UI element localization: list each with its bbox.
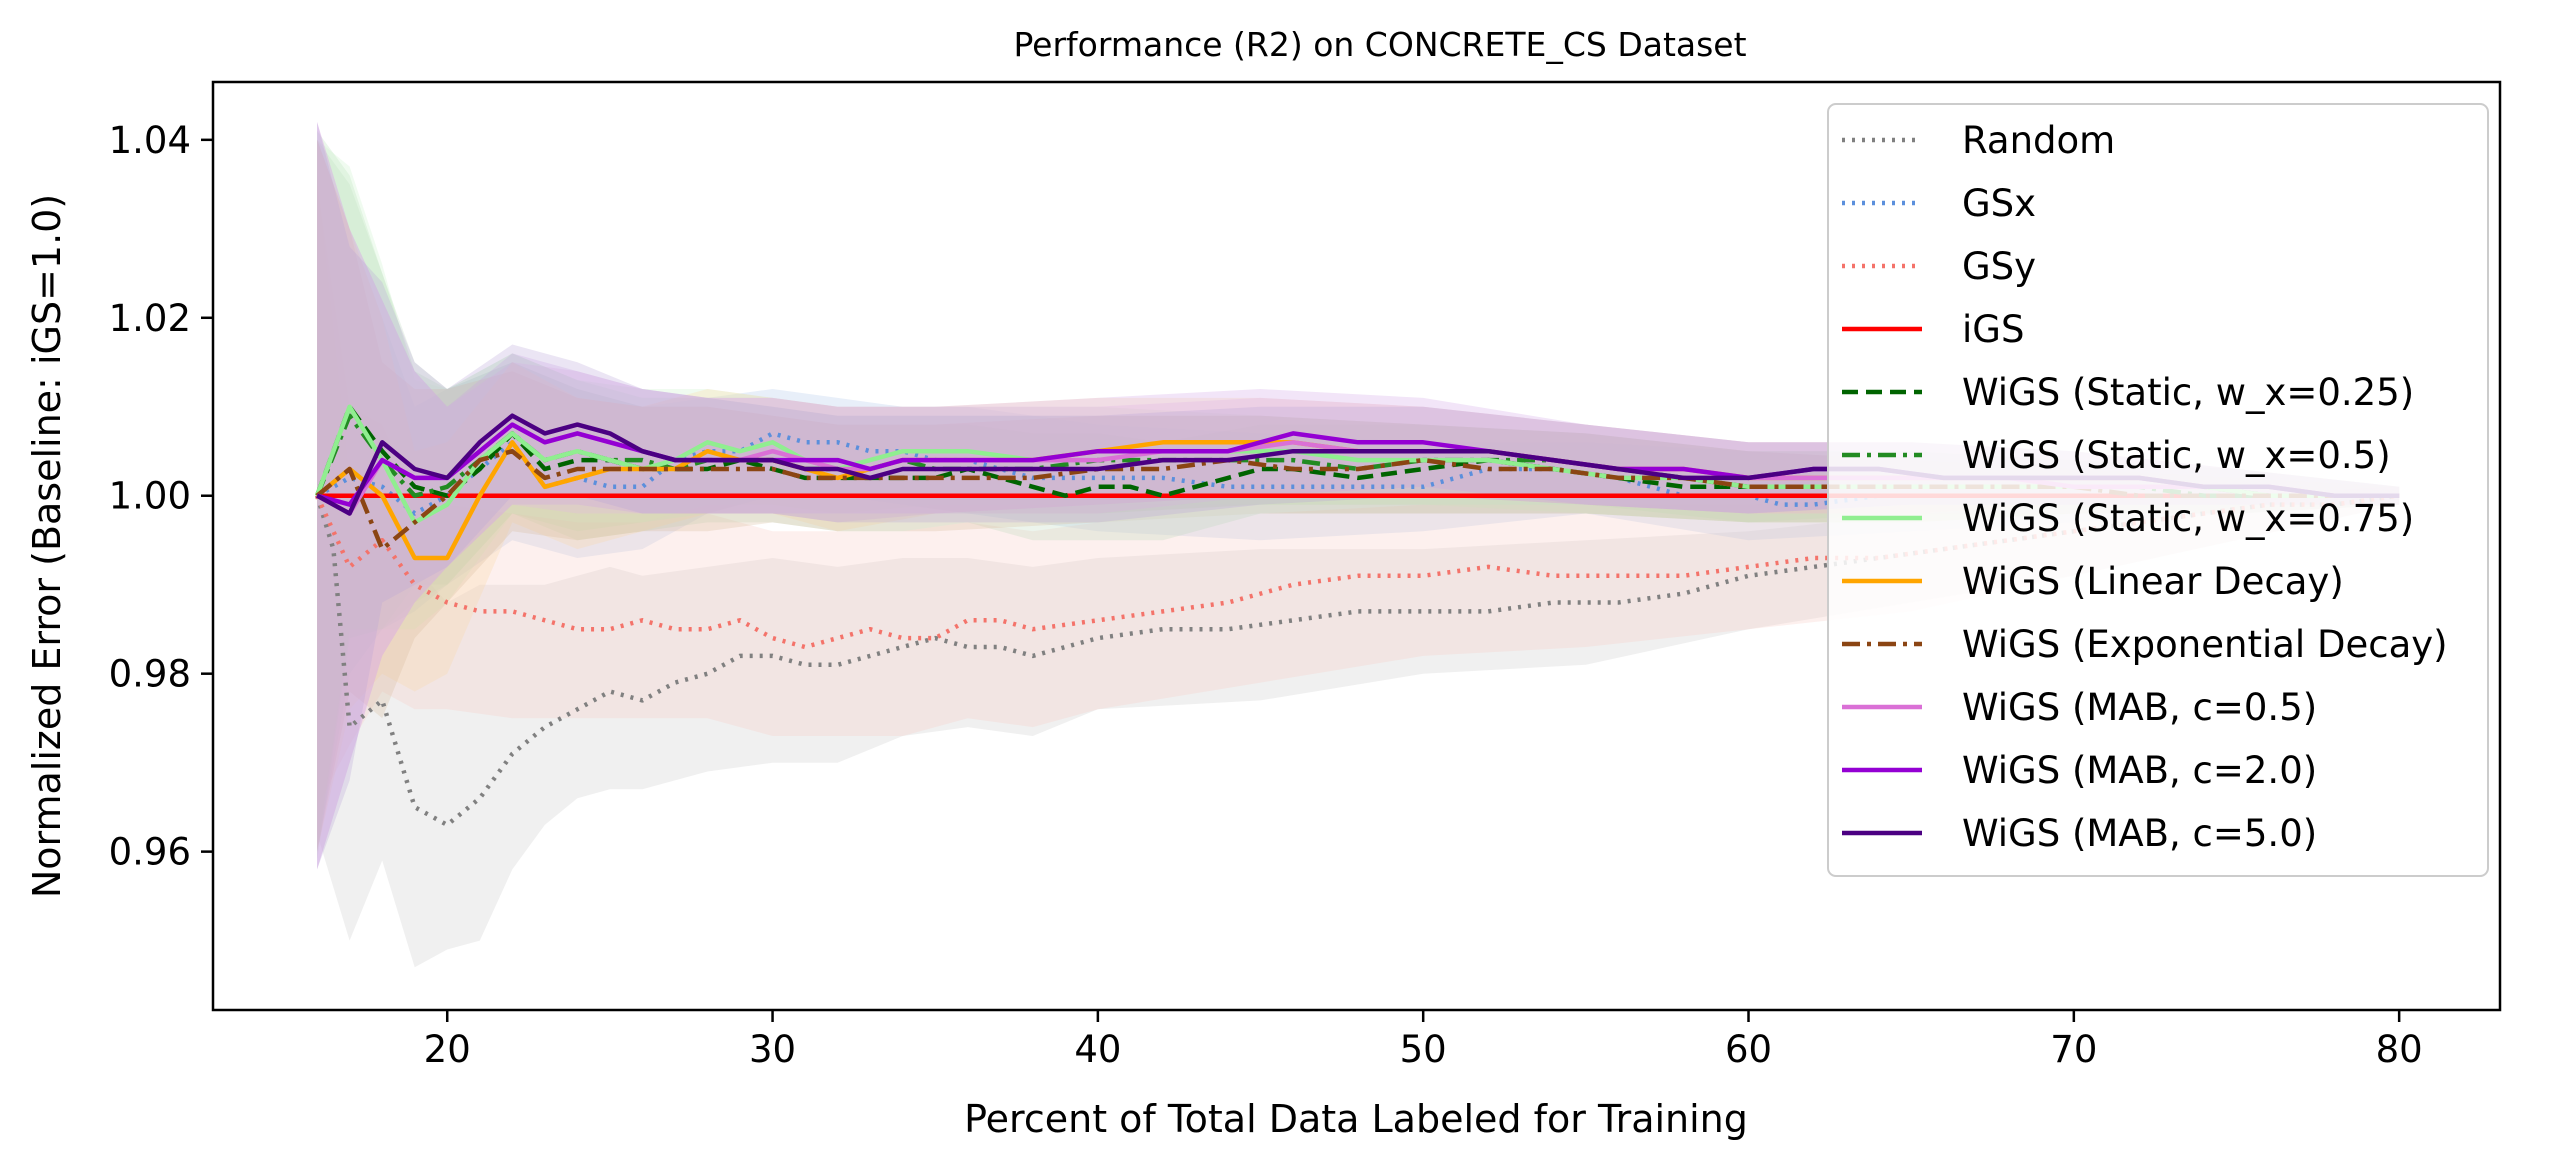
x-tick-label: 70	[2050, 1028, 2097, 1071]
legend-frame	[1827, 103, 2489, 877]
legend-label-random: Random	[1962, 119, 2115, 162]
legend-label-gsx: GSx	[1962, 182, 2036, 225]
x-tick-label: 30	[749, 1028, 796, 1071]
x-tick-label: 50	[1400, 1028, 1447, 1071]
band-random	[317, 175, 2400, 968]
x-tick-label: 80	[2376, 1028, 2423, 1071]
legend-label-wigs-linear-decay: WiGS (Linear Decay)	[1962, 560, 2344, 603]
x-axis-label: Percent of Total Data Labeled for Traini…	[964, 1097, 1748, 1141]
y-axis-label: Normalized Error (Baseline: iGS=1.0)	[25, 194, 69, 898]
legend-label-wigs-static-w-x-0-75: WiGS (Static, w_x=0.75)	[1962, 497, 2414, 540]
band-gsy	[317, 184, 2400, 808]
y-tick-label: 0.96	[109, 831, 191, 874]
legend-label-wigs-mab-c-0-5: WiGS (MAB, c=0.5)	[1962, 686, 2317, 729]
legend-label-wigs-mab-c-2-0: WiGS (MAB, c=2.0)	[1962, 749, 2317, 792]
y-axis-ticks: 0.96 0.98 1.00 1.02 1.04	[109, 119, 213, 874]
legend-label-wigs-static-w-x-0-5: WiGS (Static, w_x=0.5)	[1962, 434, 2391, 477]
legend-label-wigs-mab-c-5-0: WiGS (MAB, c=5.0)	[1962, 812, 2317, 855]
y-tick-label: 1.02	[109, 297, 191, 340]
plot-area-frame	[211, 80, 2502, 1012]
x-tick-label: 40	[1074, 1028, 1121, 1071]
y-tick-label: 1.00	[109, 475, 191, 518]
legend-label-igs: iGS	[1962, 308, 2024, 351]
y-tick-label: 1.04	[109, 119, 191, 162]
x-axis-ticks: 20 30 40 50 60 70 80	[424, 1010, 2423, 1071]
legend-label-gsy: GSy	[1962, 245, 2036, 288]
legend-label-wigs-static-w-x-0-25: WiGS (Static, w_x=0.25)	[1962, 371, 2414, 414]
legend: Random GSx GSy iGS WiGS (Static, w_x=0.25) Wi…	[1827, 103, 2489, 877]
legend-label-wigs-exponential-decay: WiGS (Exponential Decay)	[1962, 623, 2448, 666]
chart-title: Performance (R2) on CONCRETE_CS Dataset	[1013, 25, 1746, 64]
x-tick-label: 60	[1725, 1028, 1772, 1071]
y-tick-label: 0.98	[109, 653, 191, 696]
x-tick-label: 20	[424, 1028, 471, 1071]
